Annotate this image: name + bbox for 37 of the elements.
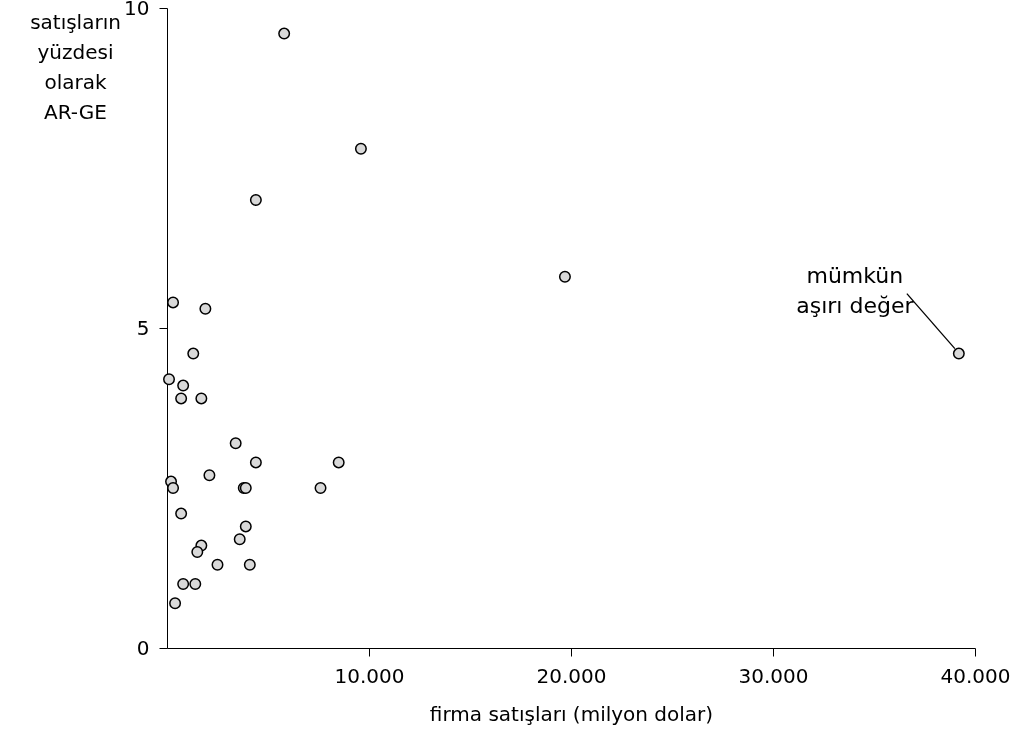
point xyxy=(167,482,180,494)
point xyxy=(175,392,188,405)
point xyxy=(167,296,180,309)
point xyxy=(177,578,190,590)
point xyxy=(191,546,204,558)
point xyxy=(354,142,367,155)
point xyxy=(332,456,345,469)
x-tick-label: 20.000 xyxy=(536,663,607,688)
y-tick-label: 0 xyxy=(136,635,150,660)
x-axis-title: firma satışları (milyon dolar) xyxy=(429,701,714,726)
point xyxy=(249,194,262,206)
y-tick-label: 10 xyxy=(124,0,150,20)
y-axis-title: satışların yüzdesi olarak AR-GE xyxy=(30,9,121,124)
point xyxy=(211,558,224,571)
point xyxy=(203,469,216,482)
x-tick-label: 40.000 xyxy=(940,663,1011,688)
point xyxy=(163,373,176,386)
point xyxy=(199,302,212,315)
point xyxy=(187,347,200,360)
annotation: mümkün aşırı değer xyxy=(796,262,915,318)
y-tick-label: 5 xyxy=(136,315,150,340)
point xyxy=(278,27,291,40)
point xyxy=(175,507,188,520)
point xyxy=(169,597,182,610)
point xyxy=(177,379,190,392)
point xyxy=(229,437,242,450)
point xyxy=(952,347,965,360)
point xyxy=(558,270,571,283)
x-tick-label: 10.000 xyxy=(334,663,405,688)
point xyxy=(243,558,256,571)
point xyxy=(195,392,208,405)
point xyxy=(249,456,262,469)
point xyxy=(189,578,202,590)
point xyxy=(233,533,246,546)
x-tick-label: 30.000 xyxy=(738,663,809,688)
point xyxy=(314,482,327,494)
point xyxy=(239,520,252,533)
